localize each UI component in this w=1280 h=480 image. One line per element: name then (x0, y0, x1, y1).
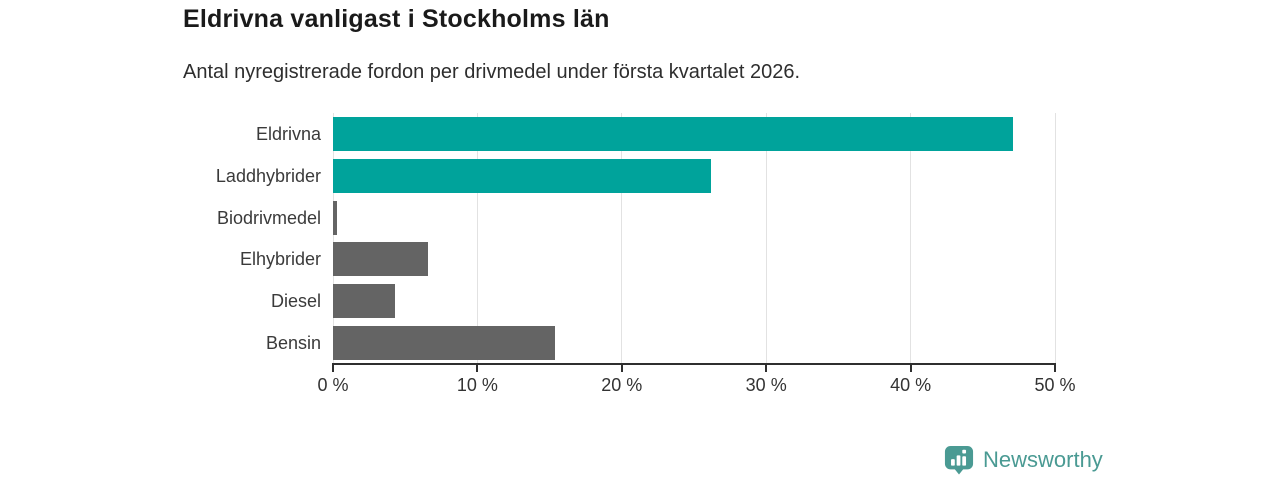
x-axis-tick-0 (332, 363, 334, 372)
x-tick-label-10: 10 % (456, 375, 498, 395)
gridline-20 (621, 113, 623, 363)
chart-title: Eldrivna vanligast i Stockholms län (183, 5, 610, 33)
category-label-diesel: Diesel (270, 291, 321, 311)
bar-elhybrider (333, 242, 429, 276)
x-tick-label-20: 20 % (601, 375, 643, 395)
bar-diesel (333, 284, 396, 318)
x-axis-tick-30 (765, 363, 768, 372)
newsworthy-brand-link[interactable]: Newsworthy (944, 445, 1103, 475)
x-tick-label-50: 50 % (1034, 375, 1076, 395)
x-axis-tick-50 (1054, 363, 1056, 372)
category-label-eldrivna: Eldrivna (255, 124, 321, 144)
x-tick-label-30: 30 % (745, 375, 787, 395)
plot-area (332, 113, 1056, 363)
bar-eldrivna (333, 117, 1014, 151)
gridline-10 (476, 113, 478, 363)
newsworthy-logo-icon (944, 445, 974, 475)
gridline-30 (765, 113, 767, 363)
x-axis-tick-40 (909, 363, 912, 372)
brand-name: Newsworthy (983, 447, 1103, 472)
gridline-40 (910, 113, 912, 363)
category-label-biodrivmedel: Biodrivmedel (216, 208, 321, 228)
gridline-50 (1054, 113, 1056, 363)
category-label-laddhybrider: Laddhybrider (215, 166, 321, 186)
category-label-elhybrider: Elhybrider (239, 249, 321, 269)
x-tick-label-0: 0 % (317, 375, 349, 395)
x-axis-tick-20 (620, 363, 623, 372)
chart-subtitle: Antal nyregistrerade fordon per drivmede… (183, 61, 801, 83)
bar-laddhybrider (333, 159, 712, 193)
category-label-bensin: Bensin (265, 333, 321, 353)
x-axis-line (332, 363, 1056, 365)
x-tick-label-40: 40 % (890, 375, 932, 395)
gridline-0 (332, 113, 334, 363)
x-axis-tick-10 (476, 363, 479, 372)
bar-biodrivmedel (333, 201, 338, 235)
bar-bensin (333, 326, 556, 360)
